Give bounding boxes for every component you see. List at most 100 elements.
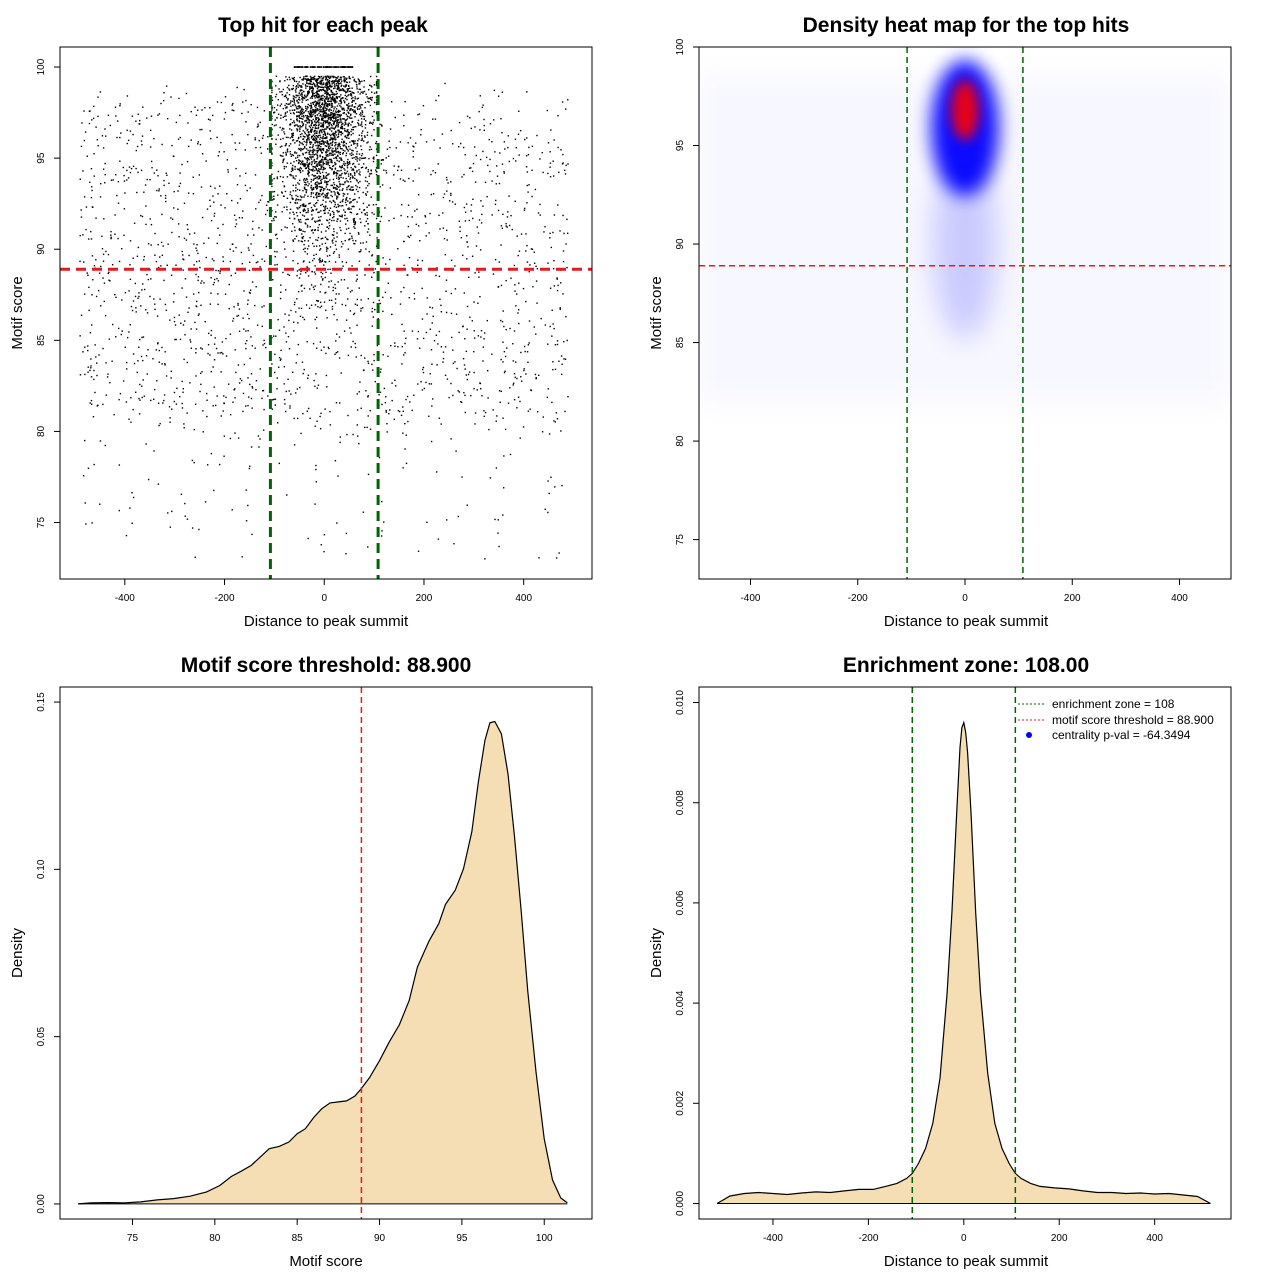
scatter-point	[97, 404, 99, 407]
scatter-point	[274, 215, 276, 218]
scatter-point	[420, 134, 422, 136]
scatter-point	[554, 486, 556, 488]
scatter-point	[92, 416, 95, 418]
scatter-point	[318, 183, 320, 185]
scatter-point	[328, 164, 331, 167]
scatter-point	[354, 142, 356, 145]
scatter-point	[296, 130, 299, 132]
scatter-point	[336, 197, 338, 199]
scatter-point	[289, 201, 292, 204]
scatter-point	[487, 369, 489, 372]
scatter-point	[458, 391, 461, 393]
scatter-point	[305, 126, 307, 128]
scatter-point	[549, 151, 551, 153]
scatter-point	[311, 169, 313, 171]
scatter-point	[147, 349, 149, 351]
scatter-point	[413, 298, 416, 300]
scatter-point	[99, 503, 101, 505]
scatter-point	[353, 79, 355, 82]
scatter-point	[316, 150, 318, 152]
scatter-point	[322, 124, 324, 126]
scatter-point	[512, 157, 515, 160]
scatter-point	[354, 109, 356, 112]
scatter-point	[272, 279, 274, 281]
scatter-point	[143, 288, 146, 291]
scatter-point	[242, 410, 244, 413]
scatter-point	[98, 272, 101, 274]
scatter-point	[292, 132, 295, 135]
scatter-point	[307, 211, 309, 214]
scatter-point	[351, 105, 353, 107]
scatter-point	[222, 260, 225, 263]
scatter-point	[474, 181, 477, 183]
scatter-point	[297, 262, 299, 265]
scatter-point	[330, 114, 332, 116]
scatter-point	[528, 320, 531, 322]
scatter-point	[479, 382, 481, 384]
scatter-point	[194, 403, 197, 405]
scatter-point	[307, 92, 309, 95]
scatter-point	[95, 126, 97, 128]
scatter-point	[342, 192, 345, 195]
scatter-point	[205, 160, 207, 162]
scatter-point	[315, 122, 317, 124]
scatter-point	[165, 85, 168, 87]
scatter-point	[502, 487, 505, 489]
scatter-point	[335, 206, 338, 209]
scatter-point	[320, 412, 322, 415]
scatter-point	[341, 200, 344, 202]
scatter-point	[465, 350, 468, 353]
scatter-point	[461, 176, 463, 178]
scatter-point	[503, 325, 505, 328]
scatter-point	[320, 79, 322, 81]
scatter-point	[450, 312, 453, 315]
scatter-point	[292, 211, 294, 213]
scatter-point	[344, 173, 347, 175]
scatter-point	[371, 123, 374, 125]
scatter-point	[345, 154, 347, 157]
scatter-point	[302, 316, 304, 319]
scatter-point	[321, 223, 323, 225]
scatter-point	[327, 123, 330, 125]
scatter-point	[428, 232, 430, 234]
scatter-point	[323, 168, 325, 170]
scatter-point	[298, 179, 301, 182]
scatter-point	[352, 168, 354, 170]
scatter-point	[204, 320, 206, 323]
scatter-point	[244, 149, 246, 151]
scatter-point	[365, 187, 367, 189]
scatter-point	[308, 151, 310, 154]
scatter-point	[349, 198, 351, 200]
scatter-point	[248, 269, 251, 272]
scatter-point	[500, 117, 502, 120]
scatter-point	[403, 264, 405, 267]
scatter-point	[348, 208, 350, 211]
scatter-point	[292, 371, 294, 373]
scatter-point	[332, 137, 334, 139]
scatter-point	[313, 83, 315, 85]
scatter-point	[369, 104, 372, 107]
scatter-point	[311, 218, 313, 221]
scatter-point	[300, 270, 302, 273]
scatter-point	[319, 155, 321, 158]
scatter-point	[332, 133, 334, 135]
heatmap-haze-band	[733, 76, 752, 402]
scatter-point	[478, 110, 480, 113]
scatter-point	[137, 360, 139, 362]
scatter-point	[304, 120, 306, 122]
scatter-point	[326, 219, 329, 222]
scatter-point	[336, 173, 338, 175]
scatter-point	[201, 109, 203, 111]
scatter-point	[509, 387, 511, 389]
scatter-point	[251, 387, 254, 389]
scatter-point	[412, 180, 414, 182]
scatter-point	[251, 345, 254, 347]
scatter-point	[349, 310, 352, 312]
scatter-point	[358, 104, 361, 106]
scatter-point	[365, 120, 367, 122]
scatter-point	[299, 76, 301, 79]
scatter-point	[153, 298, 155, 300]
scatter-point	[438, 330, 441, 333]
scatter-point	[281, 211, 283, 213]
scatter-point	[348, 137, 350, 140]
